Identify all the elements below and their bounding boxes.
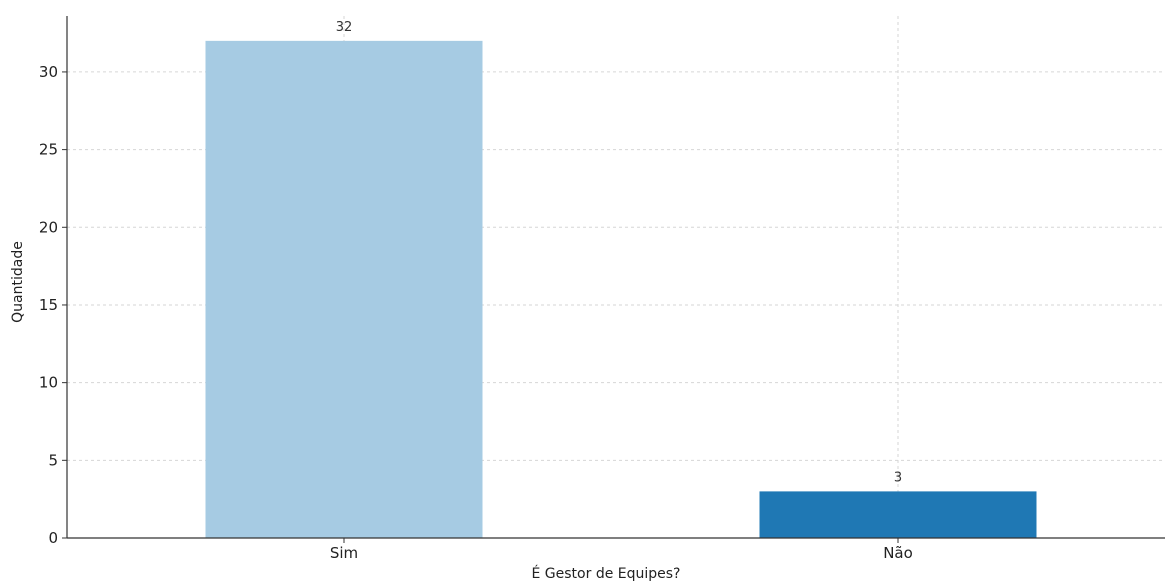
- data-labels: 32 3: [336, 20, 902, 486]
- axes: [66, 16, 1165, 539]
- y-tick-label-15: 15: [39, 296, 58, 314]
- bar-nao: [759, 491, 1037, 538]
- y-tick-label-10: 10: [39, 374, 58, 392]
- y-axis-label: Quantidade: [10, 241, 26, 323]
- y-tick-label-5: 5: [48, 451, 58, 469]
- x-axis-label: É Gestor de Equipes?: [532, 565, 681, 582]
- y-tick-label-30: 30: [39, 63, 58, 81]
- bars: [205, 40, 1037, 538]
- y-tick-label-20: 20: [39, 218, 58, 236]
- data-label-0: 32: [336, 20, 353, 35]
- bar-sim: [205, 40, 483, 538]
- x-ticks: Sim Não: [330, 538, 913, 562]
- x-tick-label-0: Sim: [330, 544, 358, 562]
- y-ticks: 0 5 10 15 20 25 30: [39, 63, 67, 547]
- y-tick-label-0: 0: [48, 529, 58, 547]
- x-tick-label-1: Não: [883, 544, 913, 562]
- data-label-1: 3: [894, 470, 902, 485]
- y-tick-label-25: 25: [39, 141, 58, 159]
